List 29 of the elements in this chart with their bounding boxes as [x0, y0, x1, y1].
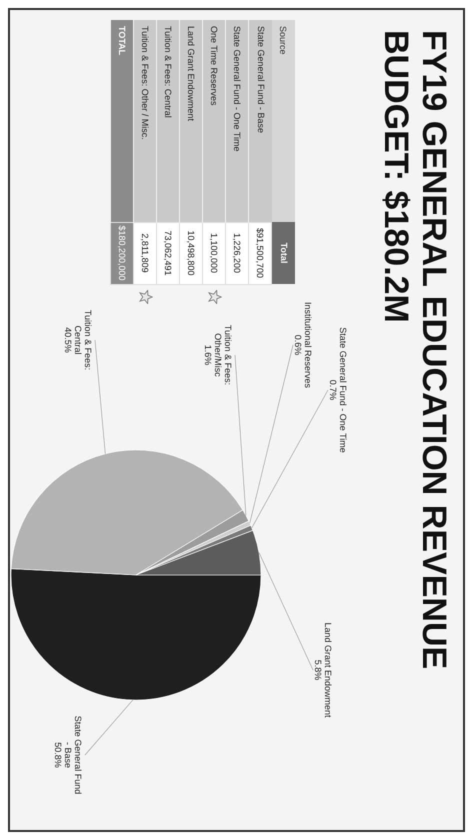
slice-label: Land Grant Endowment [323, 622, 333, 718]
category-label: One Time Reserves [203, 20, 226, 222]
category-label: Land Grant Endowment [180, 20, 203, 222]
text: FY19 GENERAL EDUCATION REVENUE BUDGET: $180.2M [377, 30, 453, 672]
slice-label: Institutional Reserves [303, 302, 313, 389]
text: Source [272, 20, 295, 222]
text: $180,200,000 [118, 225, 128, 281]
slice-label: State General Fund - One Time [338, 327, 348, 453]
text: 73,062,491 [164, 230, 174, 276]
data-label: 40.5% [63, 327, 73, 353]
text: $91,500,700 [256, 228, 266, 278]
data-label: 1.6% [203, 344, 213, 366]
text: 1,100,000 [210, 232, 220, 274]
text: 10,498,800 [186, 230, 196, 276]
slice-label: Tuition & Fees: Other/Misc [213, 324, 233, 386]
category-label: State General Fund - One Time [226, 20, 249, 222]
category-label: Tuition & Fees: Central [157, 20, 180, 222]
category-label: Tuition & Fees: Other / Misc. [134, 20, 157, 222]
text: 2,811,809 [140, 233, 150, 273]
data-label: 5.8% [313, 660, 323, 680]
text: 1,226,200 [232, 232, 242, 274]
category-label: TOTAL [111, 20, 134, 222]
data-label: 0.6% [293, 334, 303, 356]
category-label: State General Fund - Base [249, 20, 272, 222]
slice-label: Tuition & Fees: Central [73, 310, 93, 370]
data-label: 50.8% [53, 742, 63, 768]
slice-label: State General Fund - Base [63, 716, 83, 794]
text: Total [272, 222, 295, 284]
data-label: 0.7% [328, 380, 338, 400]
